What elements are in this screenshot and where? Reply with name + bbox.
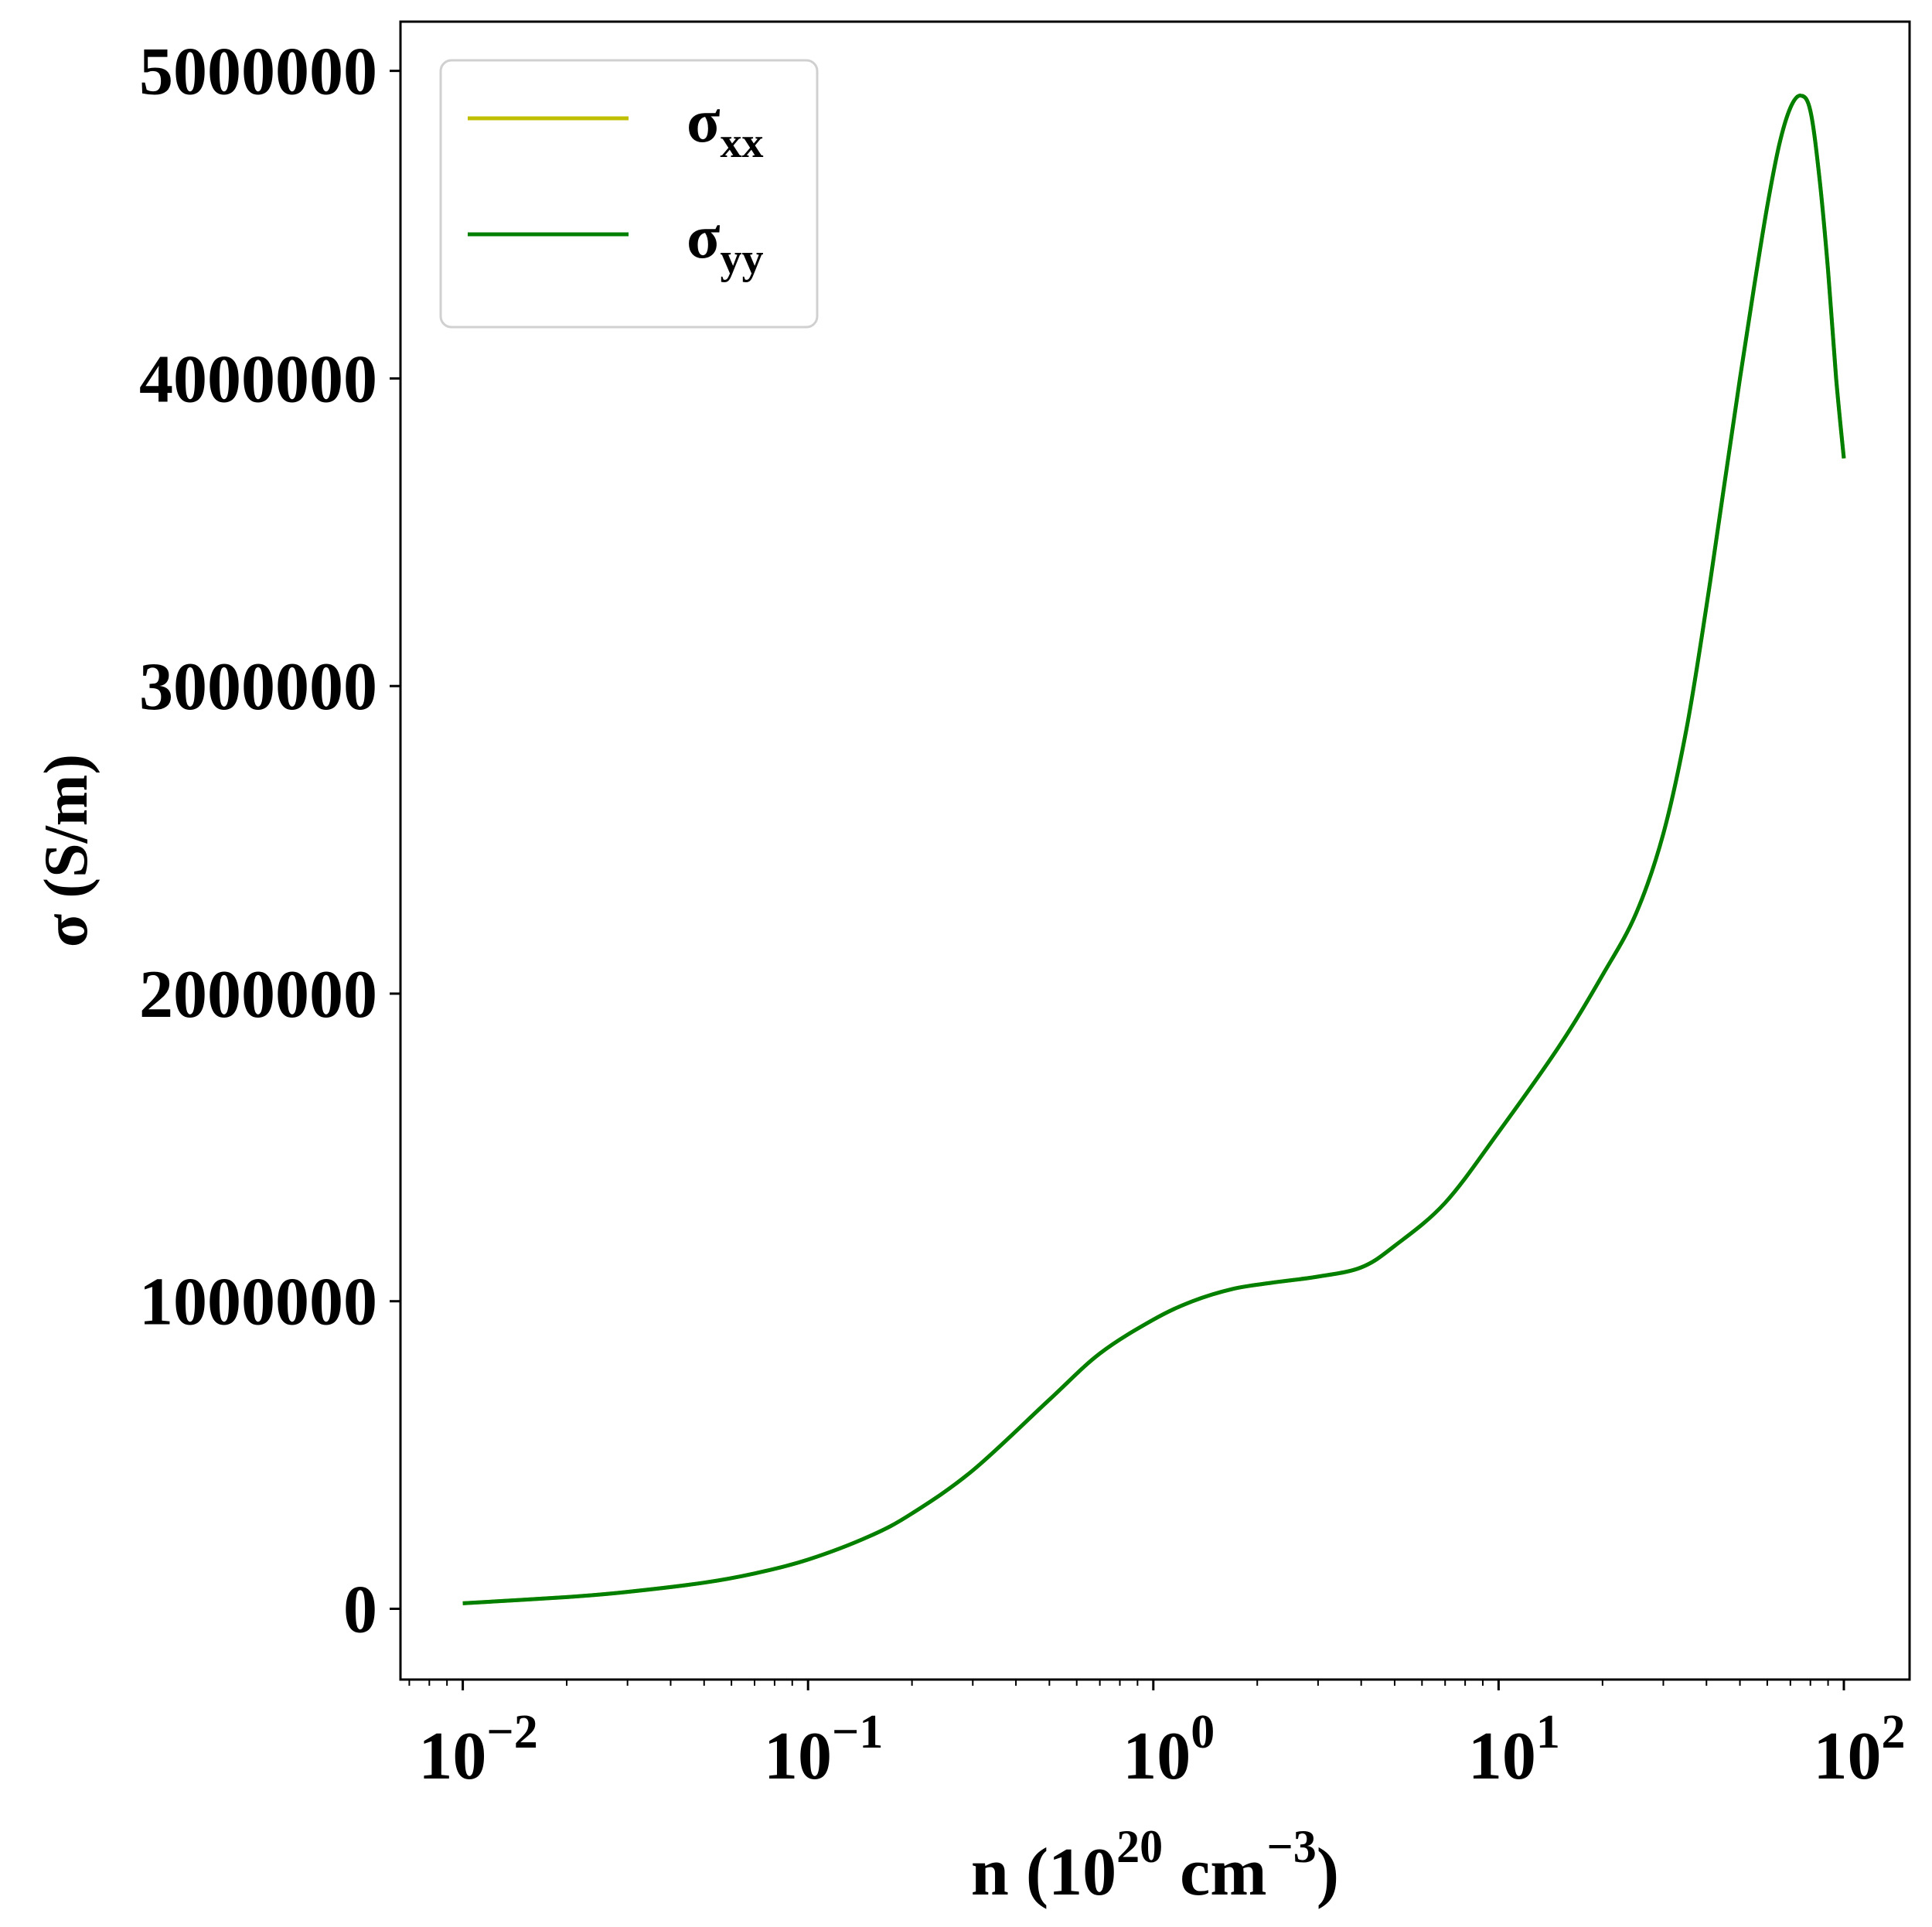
x-axis-title-exp2: −3	[1267, 1821, 1317, 1872]
y-tick-label: 3000000	[139, 650, 377, 725]
y-tick-label: 2000000	[139, 957, 377, 1032]
x-axis-title-close: )	[1317, 1835, 1339, 1910]
x-tick-label: 10−1	[764, 1706, 883, 1794]
legend-label-sigma-xx: σxx	[687, 87, 764, 167]
x-axis-title: n (1020 cm−3)	[971, 1821, 1339, 1910]
plot-frame	[399, 20, 1911, 1681]
x-axis-title-unit: cm	[1163, 1835, 1266, 1910]
y-tick-label: 1000000	[139, 1265, 377, 1340]
x-axis-title-base: n (10	[971, 1835, 1116, 1910]
y-axis-title: σ (S/m)	[32, 754, 101, 947]
y-tick-label: 0	[343, 1573, 377, 1648]
y-tick-label: 4000000	[139, 342, 377, 417]
x-tick-label: 100	[1123, 1706, 1215, 1794]
x-axis-title-exp1: 20	[1116, 1821, 1163, 1872]
legend-label-sigma-yy: σyy	[687, 203, 764, 283]
x-tick-label: 10−2	[418, 1706, 537, 1794]
series-line-yy	[462, 93, 1846, 1605]
legend: σxx σyy	[439, 59, 819, 329]
y-tick-label: 5000000	[139, 35, 377, 110]
legend-box	[439, 59, 819, 329]
x-tick-label: 102	[1813, 1706, 1905, 1794]
x-tick-label: 101	[1468, 1706, 1560, 1794]
